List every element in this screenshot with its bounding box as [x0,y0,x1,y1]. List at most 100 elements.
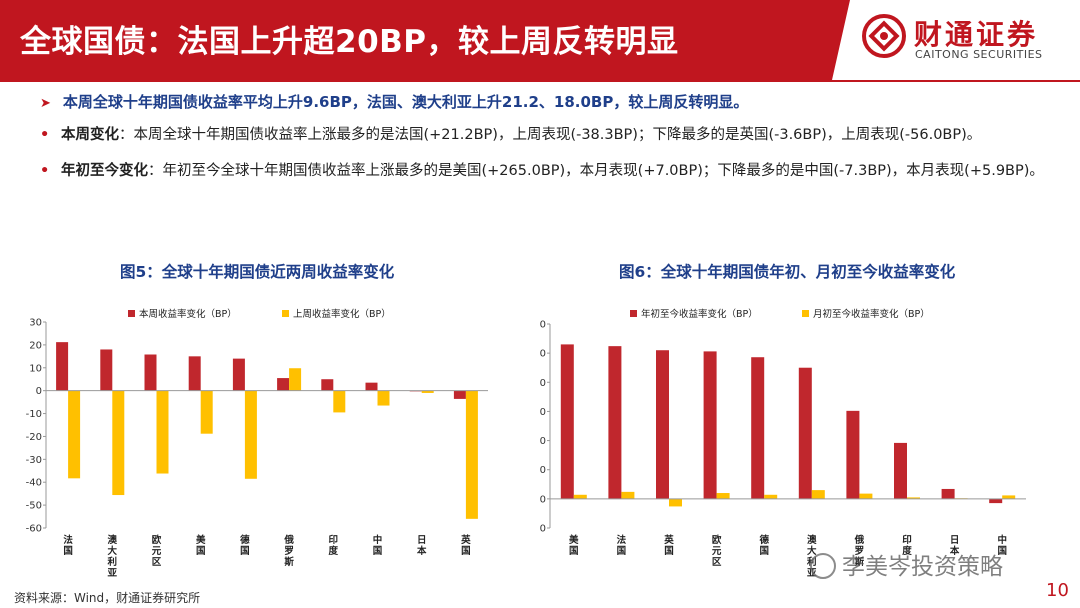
chart1-ytick-label: 20 [29,340,42,351]
chart1-category-label: 中国 [373,534,383,557]
header-red-band [0,0,850,80]
watermark-text: 李美岑投资策略 [842,554,1003,580]
chart1-bar-secondary [333,390,346,413]
chart2-bar-primary [798,367,812,499]
bullet-dot-icon: • [40,163,50,179]
chart1-bar-secondary [68,390,81,479]
chart1-weekly-change: 本周收益率变化（BP） 上周收益率变化（BP） 30 20 10 0 -10 -20 -30 -4… [26,308,488,579]
caitong-logo-icon [862,14,906,58]
chart2-category-label: 美国 [568,534,579,557]
chart1-legend-swatch-1 [282,310,289,317]
bullet-text: ：本周全球十年期国债收益率上涨最多的是法国(+21.2BP)，上周表现(-38.… [119,127,982,143]
chart1-bar-primary [321,379,334,391]
summary-headline-text: 本周全球十年期国债收益率平均上升9.6BP，法国、澳大利亚上升21.2、18.0… [62,93,749,111]
chart1-category-label: 德国 [240,534,250,557]
chart1-bar-secondary [244,390,257,479]
bullet-label: 本周变化 [61,127,119,143]
chart2-legend-swatch-1 [802,310,809,317]
chart1-ytick-label: -20 [26,432,42,443]
bullet-weekly-change: • 本周变化：本周全球十年期国债收益率上涨最多的是法国(+21.2BP)，上周表… [40,124,1061,146]
chart2-category-label: 德国 [759,534,769,557]
chart1-bar-primary [144,354,157,391]
chart2-category-label: 俄罗斯 [854,534,865,568]
chart1-legend-swatch-0 [128,310,135,317]
chart2-bar-primary [703,351,717,499]
chart2-bar-primary [894,442,907,499]
chart1-category-label: 日本 [417,535,427,557]
chart2-category-label: 中国 [997,534,1007,557]
header-banner: 全球国债：法国上升超20BP，较上周反转明显 财通证券 CAITONG SECU… [0,0,1080,80]
logo-english-name: CAITONG SECURITIES [915,48,1043,61]
logo-chinese-name: 财通证券 [914,18,1039,51]
chart2-bar-secondary [859,493,873,499]
chart1-category-label: 法国 [63,534,73,557]
header-divider [0,80,1080,82]
chart2-bar-secondary [573,494,587,499]
chart2-category-label: 欧元区 [712,534,722,568]
chart2-category-label: 日本 [950,535,960,557]
chart2-category-label: 英国 [664,534,674,557]
chart2-ytick-label: -50 [540,524,546,535]
chart1-bar-primary [100,349,113,391]
chart2-bar-primary [751,357,765,499]
chart2-bar-secondary [907,497,920,499]
chart2-bar-secondary [764,494,778,499]
chart1-ytick-label: 10 [29,363,42,374]
chart2-bar-primary [608,346,622,499]
chart1-title: 图5：全球十年期国债近两周收益率变化 [120,263,395,281]
chart2-ytick-label: 50 [540,465,546,476]
chart2-bar-primary [941,488,955,499]
chart1-bar-primary [56,342,69,391]
bullet-label: 年初至今变化 [61,163,148,179]
chart1-bar-primary [188,356,201,391]
chart1-category-label: 俄罗斯 [283,534,294,568]
chart2-ytick-label: 300 [540,320,546,331]
chart1-legend-label-0: 本周收益率变化（BP） [139,308,237,320]
chart1-bar-secondary [421,390,434,393]
chart2-category-label: 印度 [902,534,912,557]
chart1-bar-secondary [377,390,390,406]
chart2-bar-primary [989,498,1003,504]
chart2-ytick-label: 200 [540,378,546,389]
chart2-bar-secondary [1002,495,1016,499]
chart2-ytick-label: 250 [540,349,546,360]
chart2-bar-secondary [669,498,682,507]
chart2-bar-primary [656,350,669,499]
chart2-bar-primary [560,344,574,499]
chart1-ytick-label: -50 [26,501,42,512]
chart1-ytick-label: -60 [26,524,42,535]
chart1-bar-primary [232,358,245,391]
chart2-ytick-label: 150 [540,407,546,418]
chart1-bar-primary [453,390,466,399]
bullet-ytd-change: • 年初至今变化：年初至今全球十年期国债收益率上涨最多的是美国(+265.0BP… [40,160,1061,182]
chart2-legend-label-1: 月初至今收益率变化（BP） [813,308,930,320]
chart2-bar-secondary [811,490,825,499]
data-source-note: 资料来源：Wind，财通证券研究所 [14,591,201,605]
chart2-ytick-label: 100 [540,436,546,447]
watermark: 李美岑投资策略 [810,547,1003,581]
chart2-category-label: 法国 [617,534,627,557]
chart1-category-label: 印度 [329,534,339,557]
chart1-bar-secondary [112,390,125,496]
chart1-category-label: 英国 [461,534,471,557]
chart1-ytick-label: 30 [29,318,42,329]
chart1-bar-secondary [465,390,478,519]
page-title: 全球国债：法国上升超20BP，较上周反转明显 [20,24,679,60]
bullet-dot-icon: • [40,127,50,143]
chart2-ytd-change: 年初至今收益率变化（BP） 月初至今收益率变化（BP） 300 250 200 150 10… [540,308,1026,579]
chart1-ytick-label: -30 [26,455,42,466]
chart1-category-label: 澳大利亚 [107,534,118,579]
company-logo: 财通证券 CAITONG SECURITIES [862,10,1072,70]
chart2-bar-secondary [716,493,730,499]
chart2-legend-swatch-0 [630,310,637,317]
summary-headline: ➤ 本周全球十年期国债收益率平均上升9.6BP，法国、澳大利亚上升21.2、18.… [40,91,748,112]
chart1-category-label: 美国 [195,534,206,557]
page-number: 10 [1046,580,1069,601]
chart2-title: 图6：全球十年期国债年初、月初至今收益率变化 [619,263,956,281]
chart1-category-label: 欧元区 [152,534,162,568]
chart2-legend-label-0: 年初至今收益率变化（BP） [641,308,758,320]
chart1-ytick-label: 0 [36,386,42,397]
chart1-bar-secondary [156,390,169,474]
arrow-bullet-icon: ➤ [40,96,51,111]
chart1-legend-label-1: 上周收益率变化（BP） [293,308,391,320]
